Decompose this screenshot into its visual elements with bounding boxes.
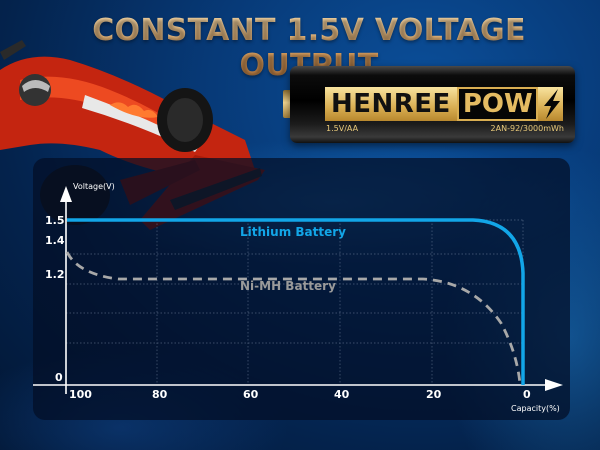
lightning-bolt-icon [537,87,563,121]
x-axis-arrow-icon [545,379,563,391]
y-tick-1.5: 1.5 [45,214,65,227]
lithium-series-label: Lithium Battery [240,225,346,239]
x-tick-20: 20 [426,388,442,401]
y-axis-arrow-icon [60,186,72,202]
y-axis-title: Voltage(V) [73,182,115,191]
x-tick-80: 80 [152,388,168,401]
x-tick-100: 100 [69,388,92,401]
chart-panel: Voltage(V) 1.5 1.4 1.2 0 100 80 60 40 20… [33,158,570,420]
y-tick-1.2: 1.2 [45,268,65,281]
brand-name-part2: POW [456,87,538,121]
battery-product: HENREE POW 1.5V/AA 2AN-92/3000mWh [283,66,575,143]
battery-spec-voltage: 1.5V/AA [326,124,359,133]
lithium-series-line [67,218,525,385]
nimh-series-line [65,251,522,385]
brand-logo: HENREE POW [325,87,563,121]
y-tick-1.4: 1.4 [45,234,65,247]
x-tick-40: 40 [334,388,350,401]
x-tick-0: 0 [523,388,531,401]
battery-spec-capacity: 2AN-92/3000mWh [490,124,564,133]
battery-terminal [283,90,291,118]
y-tick-0: 0 [55,371,63,384]
x-axis-title: Capacity(%) [511,404,560,413]
grid-lines [66,219,524,384]
voltage-chart [33,186,563,394]
nimh-series-label: Ni-MH Battery [240,279,336,293]
brand-name-part1: HENREE [325,87,457,121]
x-tick-60: 60 [243,388,259,401]
